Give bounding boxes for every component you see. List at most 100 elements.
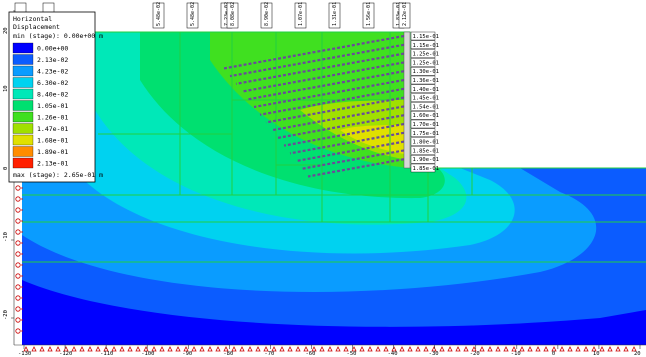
left-support-roller	[15, 328, 21, 334]
anchor-label-14: 1.90e-01	[410, 154, 439, 164]
x-tick-label-8: -50	[347, 351, 357, 357]
bottom-support-pin	[463, 346, 469, 352]
y-tick-label-0: 20	[3, 27, 9, 34]
anchor-label-text-0: 1.15e-01	[413, 34, 440, 40]
x-tick-label-11: -20	[470, 351, 480, 357]
x-tick-label-0: -130	[18, 351, 31, 357]
bottom-support-pin	[23, 346, 29, 352]
left-support-roller	[15, 229, 21, 235]
legend-swatch-4	[12, 88, 34, 100]
bottom-support-pin	[103, 346, 109, 352]
bottom-support-pin	[215, 346, 221, 352]
bottom-support-pin	[255, 346, 261, 352]
bottom-support-pin	[327, 346, 333, 352]
anchor-label-3: 1.25e-01	[410, 58, 440, 67]
bottom-support-pin	[87, 346, 93, 352]
anchor-label-8: 1.54e-01	[410, 102, 439, 111]
anchor-labels: 1.15e-01 1.15e-01 1.25e-01 1.25e-01 1.30e-01…	[410, 31, 440, 173]
top-tag-2: 5.48e-02	[152, 2, 165, 29]
top-tag-label-6: 8.90e-02	[264, 2, 270, 26]
bottom-support-pin	[95, 346, 101, 352]
soil-nail-6	[259, 87, 405, 116]
x-tick-label-12: -10	[511, 351, 521, 357]
bottom-support-pin	[55, 346, 61, 352]
bottom-support-pin	[199, 346, 205, 352]
left-support-roller	[15, 295, 21, 301]
anchor-label-text-4: 1.30e-01	[413, 69, 440, 75]
x-tick-label-13: 0	[552, 351, 555, 357]
bottom-support-pin	[167, 346, 173, 352]
bottom-support-pin	[487, 346, 493, 352]
left-support-roller	[15, 196, 21, 202]
anchor-label-text-7: 1.45e-01	[413, 96, 440, 102]
anchor-label-text-5: 1.36e-01	[413, 78, 440, 84]
anchor-label-2: 1.25e-01	[410, 49, 439, 58]
bottom-support-pin	[119, 346, 125, 352]
bottom-support-pin	[591, 346, 597, 352]
y-tick-label-3: -10	[3, 232, 9, 242]
left-support-roller	[15, 284, 21, 290]
legend-swatch-label-2: 4.23e-02	[37, 68, 68, 76]
legend-title-line-2: Displacement	[13, 23, 60, 31]
bottom-support-pin	[175, 346, 181, 352]
bottom-support-pin	[39, 346, 45, 352]
left-support-roller	[15, 306, 21, 312]
bottom-support-pin	[303, 346, 309, 352]
soil-nail-8	[271, 105, 405, 132]
legend-swatch-9	[12, 146, 34, 157]
top-tag-label-3: 5.48e-02	[190, 2, 196, 26]
soil-nail-1	[229, 43, 405, 78]
anchor-label-text-6: 1.40e-01	[413, 87, 440, 93]
anchor-label-1: 1.15e-01	[410, 40, 439, 49]
y-tick-label-4: -20	[3, 310, 9, 320]
x-tick-label-1: -120	[59, 351, 72, 357]
bottom-support-pin	[479, 346, 485, 352]
bottom-support-pin	[135, 346, 141, 352]
bottom-support-pin	[583, 346, 589, 352]
bottom-support-pin	[31, 346, 37, 352]
legend-min-text: min (stage): 0.00e+00 m	[13, 32, 103, 40]
bottom-support-pin	[439, 346, 445, 352]
left-support-roller	[15, 185, 21, 191]
bottom-support-pin	[231, 346, 237, 352]
legend-swatch-label-3: 6.30e-02	[37, 79, 68, 87]
legend-swatch-10	[12, 157, 34, 169]
anchor-label-text-9: 1.60e-01	[413, 113, 440, 119]
bottom-support-pin	[567, 346, 573, 352]
anchor-label-10: 1.70e-01	[410, 119, 440, 129]
soil-nail-4	[247, 70, 405, 101]
legend-swatch-label-8: 1.68e-01	[37, 137, 68, 145]
bottom-support-pin	[79, 346, 85, 352]
anchor-label-9: 1.60e-01	[410, 110, 440, 120]
legend-title-line-1: Horizontal	[13, 15, 52, 23]
legend-swatch-label-6: 1.26e-01	[37, 114, 68, 122]
anchor-label-text-3: 1.25e-01	[413, 60, 440, 66]
bottom-support-pin	[495, 346, 501, 352]
top-tag-6: 8.90e-02	[260, 2, 273, 29]
anchor-label-text-10: 1.70e-01	[413, 122, 440, 128]
bottom-support-pin	[527, 346, 533, 352]
bottom-support-pin	[367, 346, 373, 352]
left-support-roller	[15, 251, 21, 257]
bottom-support-pin	[223, 346, 229, 352]
soil-nail-5	[253, 78, 405, 109]
bottom-support-pin	[207, 346, 213, 352]
bottom-support-pin	[111, 346, 117, 352]
anchor-label-15: 1.85e-01	[410, 163, 439, 173]
legend-swatches: 0.00e+00 2.13e-02 4.23e-02 6.30e-02 8.40e-02…	[12, 42, 68, 169]
bottom-support-pin	[351, 346, 357, 352]
left-support-roller	[15, 218, 21, 224]
x-tick-label-6: -70	[264, 351, 274, 357]
bottom-support-pin	[455, 346, 461, 352]
bottom-support-pin	[311, 346, 317, 352]
anchor-label-6: 1.40e-01	[410, 84, 440, 94]
bottom-support-pin	[519, 346, 525, 352]
bottom-support-pin	[239, 346, 245, 352]
bottom-support-pin	[71, 346, 77, 352]
soil-nail-2	[235, 52, 405, 85]
soil-nail-10	[283, 122, 405, 147]
y-tick-label-2: 0	[3, 167, 9, 170]
bottom-support-pin	[159, 346, 165, 352]
legend-swatch-8	[12, 134, 34, 146]
bottom-support-pin	[575, 346, 581, 352]
